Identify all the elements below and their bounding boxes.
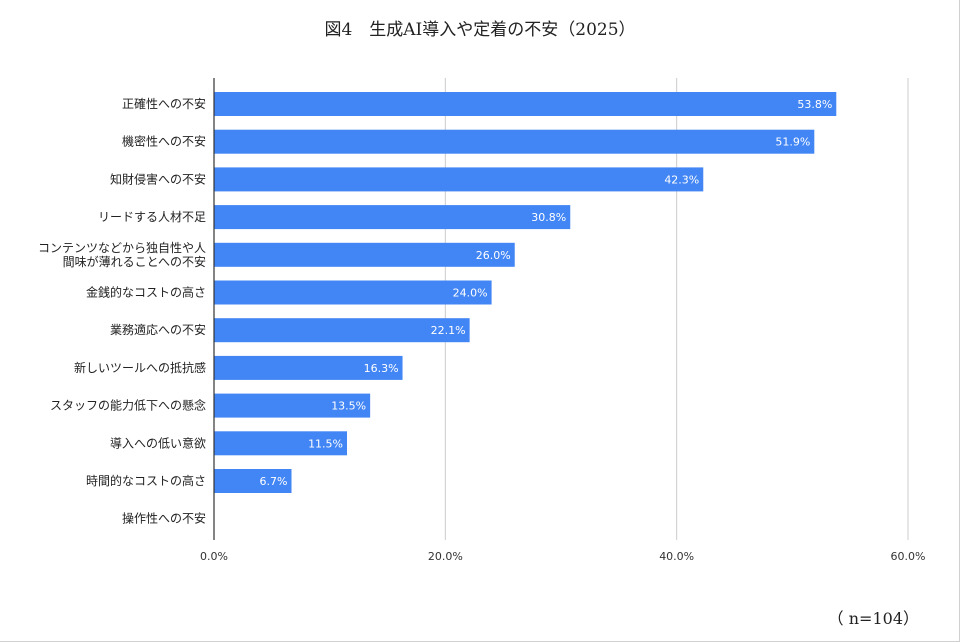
category-label: 業務適応への不安 [110,322,206,337]
bar-value-label: 26.0% [476,249,511,262]
bar-value-label: 53.8% [797,98,832,111]
x-tick-label: 40.0% [659,550,694,563]
bar-value-label: 24.0% [453,287,488,300]
category-label: スタッフの能力低下への懸念 [50,398,206,413]
category-label: 間味が薄れることへの不安 [63,254,206,269]
x-tick-label: 20.0% [428,550,463,563]
category-label: コンテンツなどから独自性や人 [38,241,206,255]
bar-value-label: 13.5% [331,400,366,413]
bar [214,431,348,456]
bar [214,469,292,493]
category-label: 導入への低い意欲 [110,435,206,450]
gridlines [444,78,909,540]
bar [214,280,492,305]
bar [214,242,515,267]
bar-value-label: 11.5% [308,437,343,450]
category-label: 新しいツールへの抵抗感 [74,360,206,375]
bar [214,355,403,380]
bar [214,318,470,343]
category-label: 正確性への不安 [122,96,206,111]
bar-value-label: 51.9% [775,136,810,149]
sample-size-note: （ n=104） [827,609,919,628]
category-label: 金銭的なコストの高さ [86,285,206,300]
x-tick-label: 60.0% [891,550,926,563]
bar [214,167,704,192]
chart-title: 図4 生成AI導入や定着の不安（2025） [324,20,636,40]
x-tick-labels: 0.0% 20.0% 40.0% 60.0% [200,550,925,563]
bar-value-label: 30.8% [531,211,566,224]
bar [214,205,571,230]
bar [214,92,837,116]
bar-value-label: 42.3% [664,173,699,186]
category-labels: 正確性への不安機密性への不安知財侵害への不安リードする人材不足コンテンツなどから… [38,96,206,526]
x-tick-label: 0.0% [200,550,228,563]
category-label: リードする人材不足 [98,210,206,224]
category-label: 機密性への不安 [122,134,206,149]
category-label: 時間的なコストの高さ [86,473,206,488]
bar [214,129,815,154]
bar [214,393,371,418]
bar-value-label: 6.7% [260,475,288,488]
bar-value-label: 16.3% [364,362,399,375]
bar-value-label: 22.1% [431,324,466,337]
category-label: 操作性への不安 [122,511,206,526]
bars: 53.8% 51.9% 42.3% 30.8% 26.0% 24.0% 22.1% 16.3%… [214,92,837,493]
category-label: 知財侵害への不安 [110,171,206,186]
